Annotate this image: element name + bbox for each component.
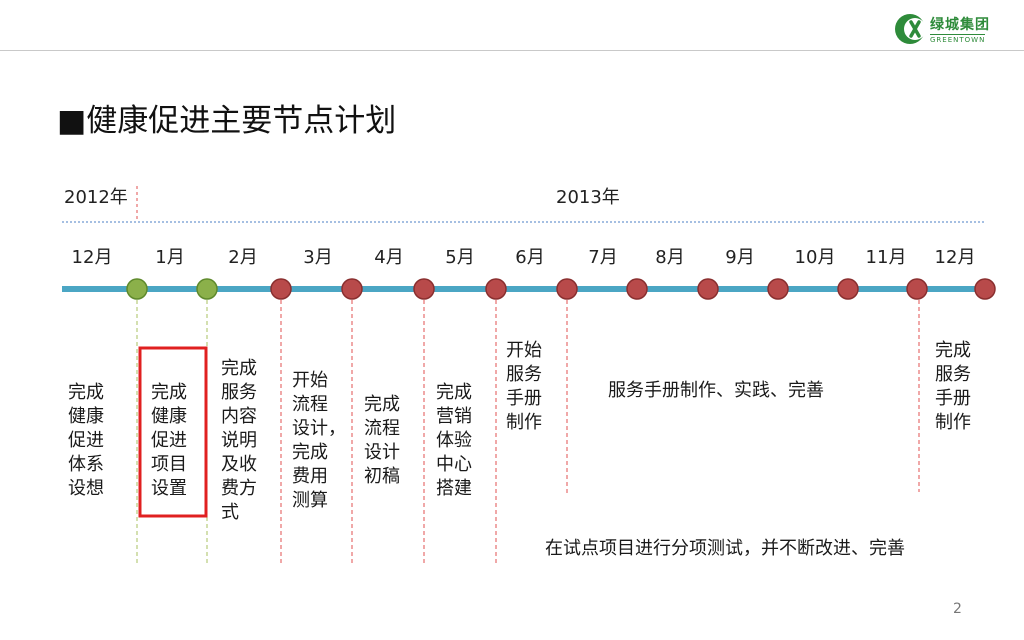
month-label-apr: 4月 — [374, 247, 404, 268]
month-label-jul: 7月 — [588, 247, 618, 268]
month-label-sep: 9月 — [725, 247, 755, 268]
milestone-text-service-content: 完成 服务 内容 说明 及收 费方 式 — [221, 358, 257, 523]
milestone-dot-mar — [270, 278, 292, 300]
milestone-dot-dec-end — [974, 278, 996, 300]
page-number: 2 — [953, 601, 962, 617]
milestone-dot-sep — [697, 278, 719, 300]
month-label-feb: 2月 — [228, 247, 258, 268]
milestone-dot-jul — [556, 278, 578, 300]
title-marker: ■ — [57, 103, 87, 139]
title-text: 健康促进主要节点计划 — [86, 103, 397, 139]
milestone-dot-may — [413, 278, 435, 300]
milestone-dot-oct — [767, 278, 789, 300]
month-label-dec-2013: 12月 — [934, 247, 976, 268]
month-label-dec-2012: 12月 — [71, 247, 113, 268]
milestone-text-project-setup: 完成 健康 促进 项目 设置 — [151, 382, 187, 499]
milestone-dot-apr — [341, 278, 363, 300]
milestone-text-system-concept: 完成 健康 促进 体系 设想 — [68, 382, 104, 499]
month-label-jan: 1月 — [155, 247, 185, 268]
milestone-text-experience-center: 完成 营销 体验 中心 搭建 — [436, 382, 472, 499]
milestone-dot-jan — [126, 278, 148, 300]
month-label-nov: 11月 — [865, 247, 907, 268]
milestone-text-manual-start: 开始 服务 手册 制作 — [506, 340, 542, 433]
year-label-2012: 2012年 — [64, 187, 128, 208]
slide-title: ■健康促进主要节点计划 — [57, 95, 396, 140]
greentown-logo: 绿城集团 GREENTOWN — [894, 12, 998, 46]
milestone-dot-aug — [626, 278, 648, 300]
logo-english-text: GREENTOWN — [930, 34, 986, 44]
milestone-dot-jun — [485, 278, 507, 300]
year-label-2013: 2013年 — [556, 187, 620, 208]
milestone-dot-nov — [837, 278, 859, 300]
milestone-dot-feb — [196, 278, 218, 300]
month-label-may: 5月 — [445, 247, 475, 268]
month-label-jun: 6月 — [515, 247, 545, 268]
highlight-box — [138, 346, 208, 518]
milestone-text-process-design-start: 开始 流程 设计， 完成 费用 测算 — [292, 370, 346, 511]
logo-chinese-text: 绿城集团 — [930, 17, 990, 33]
month-label-oct: 10月 — [794, 247, 836, 268]
milestone-text-manual-practice: 服务手册制作、实践、完善 — [608, 380, 824, 401]
milestone-dot-dec — [906, 278, 928, 300]
header-divider — [0, 50, 1024, 51]
milestone-text-manual-complete: 完成 服务 手册 制作 — [935, 340, 971, 433]
month-label-aug: 8月 — [655, 247, 685, 268]
milestone-text-process-draft: 完成 流程 设计 初稿 — [364, 394, 400, 487]
month-label-mar: 3月 — [303, 247, 333, 268]
milestone-text-pilot-testing: 在试点项目进行分项测试，并不断改进、完善 — [545, 538, 905, 559]
greentown-logo-icon — [895, 14, 926, 44]
